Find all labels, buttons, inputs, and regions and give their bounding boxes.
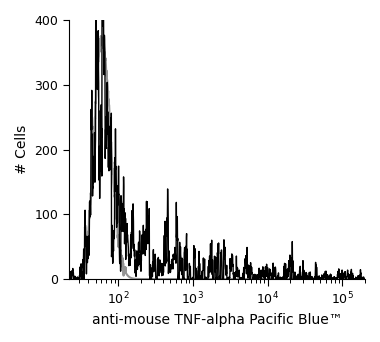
Y-axis label: # Cells: # Cells: [15, 125, 29, 174]
X-axis label: anti-mouse TNF-alpha Pacific Blue™: anti-mouse TNF-alpha Pacific Blue™: [92, 313, 342, 327]
